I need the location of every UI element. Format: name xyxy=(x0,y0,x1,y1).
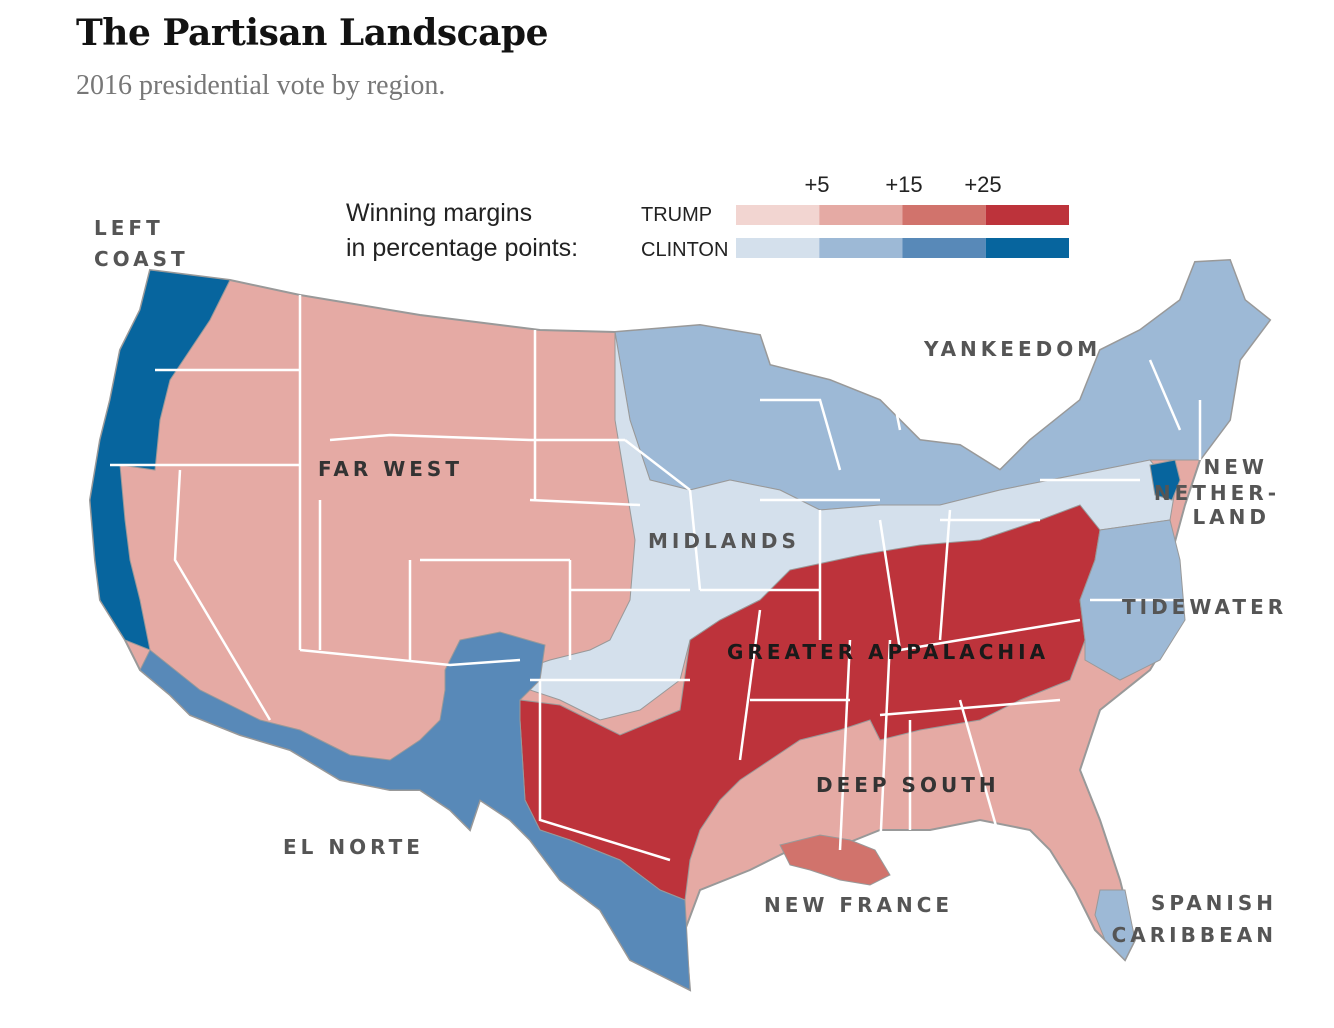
legend-trump-scale xyxy=(736,205,1069,225)
trump-swatch-1 xyxy=(819,205,903,225)
legend: Winning margins in percentage points: TR… xyxy=(346,172,1069,262)
legend-tick-5: +5 xyxy=(804,172,829,197)
trump-swatch-2 xyxy=(902,205,986,225)
region-labels: LEFT COAST FAR WEST YANKEEDOM MIDLANDS N… xyxy=(94,216,1287,947)
label-greater-appalachia: GREATER APPALACHIA xyxy=(727,640,1049,664)
label-midlands: MIDLANDS xyxy=(648,529,800,553)
legend-tick-15: +15 xyxy=(885,172,922,197)
trump-swatch-0 xyxy=(736,205,820,225)
label-new-netherland-line3: LAND xyxy=(1192,505,1270,529)
region-new-france xyxy=(779,834,891,886)
clinton-swatch-2 xyxy=(902,238,986,258)
state-boundaries xyxy=(110,295,1202,862)
label-new-france: NEW FRANCE xyxy=(764,893,953,917)
legend-clinton-label: CLINTON xyxy=(641,239,728,261)
legend-clinton-scale xyxy=(736,238,1069,258)
legend-caption-line1: Winning margins xyxy=(346,199,532,227)
region-spanish-caribbean xyxy=(1094,889,1136,961)
label-new-netherland-line1: NEW xyxy=(1204,455,1268,479)
legend-trump-label: TRUMP xyxy=(641,204,712,226)
label-deep-south: DEEP SOUTH xyxy=(816,773,1000,797)
trump-swatch-3 xyxy=(985,205,1069,225)
page-subtitle: 2016 presidential vote by region. xyxy=(76,70,446,101)
label-far-west: FAR WEST xyxy=(318,457,463,481)
label-yankeedom: YANKEEDOM xyxy=(923,337,1101,361)
clinton-swatch-0 xyxy=(736,238,820,258)
label-el-norte: EL NORTE xyxy=(283,835,424,859)
region-el-norte xyxy=(139,631,691,991)
clinton-swatch-1 xyxy=(819,238,903,258)
label-spanish-caribbean-line2: CARIBBEAN xyxy=(1112,923,1277,947)
label-spanish-caribbean-line1: SPANISH xyxy=(1151,891,1277,915)
label-left-coast-line1: LEFT xyxy=(94,216,164,240)
label-left-coast-line2: COAST xyxy=(94,247,189,271)
label-tidewater: TIDEWATER xyxy=(1122,595,1287,619)
clinton-swatch-3 xyxy=(985,238,1069,258)
label-new-netherland-line2: NETHER- xyxy=(1154,481,1280,505)
legend-tick-25: +25 xyxy=(964,172,1001,197)
page-title: The Partisan Landscape xyxy=(76,12,548,54)
region-new-netherland xyxy=(1149,459,1181,501)
region-left-coast xyxy=(89,269,231,651)
legend-caption-line2: in percentage points: xyxy=(346,234,578,262)
